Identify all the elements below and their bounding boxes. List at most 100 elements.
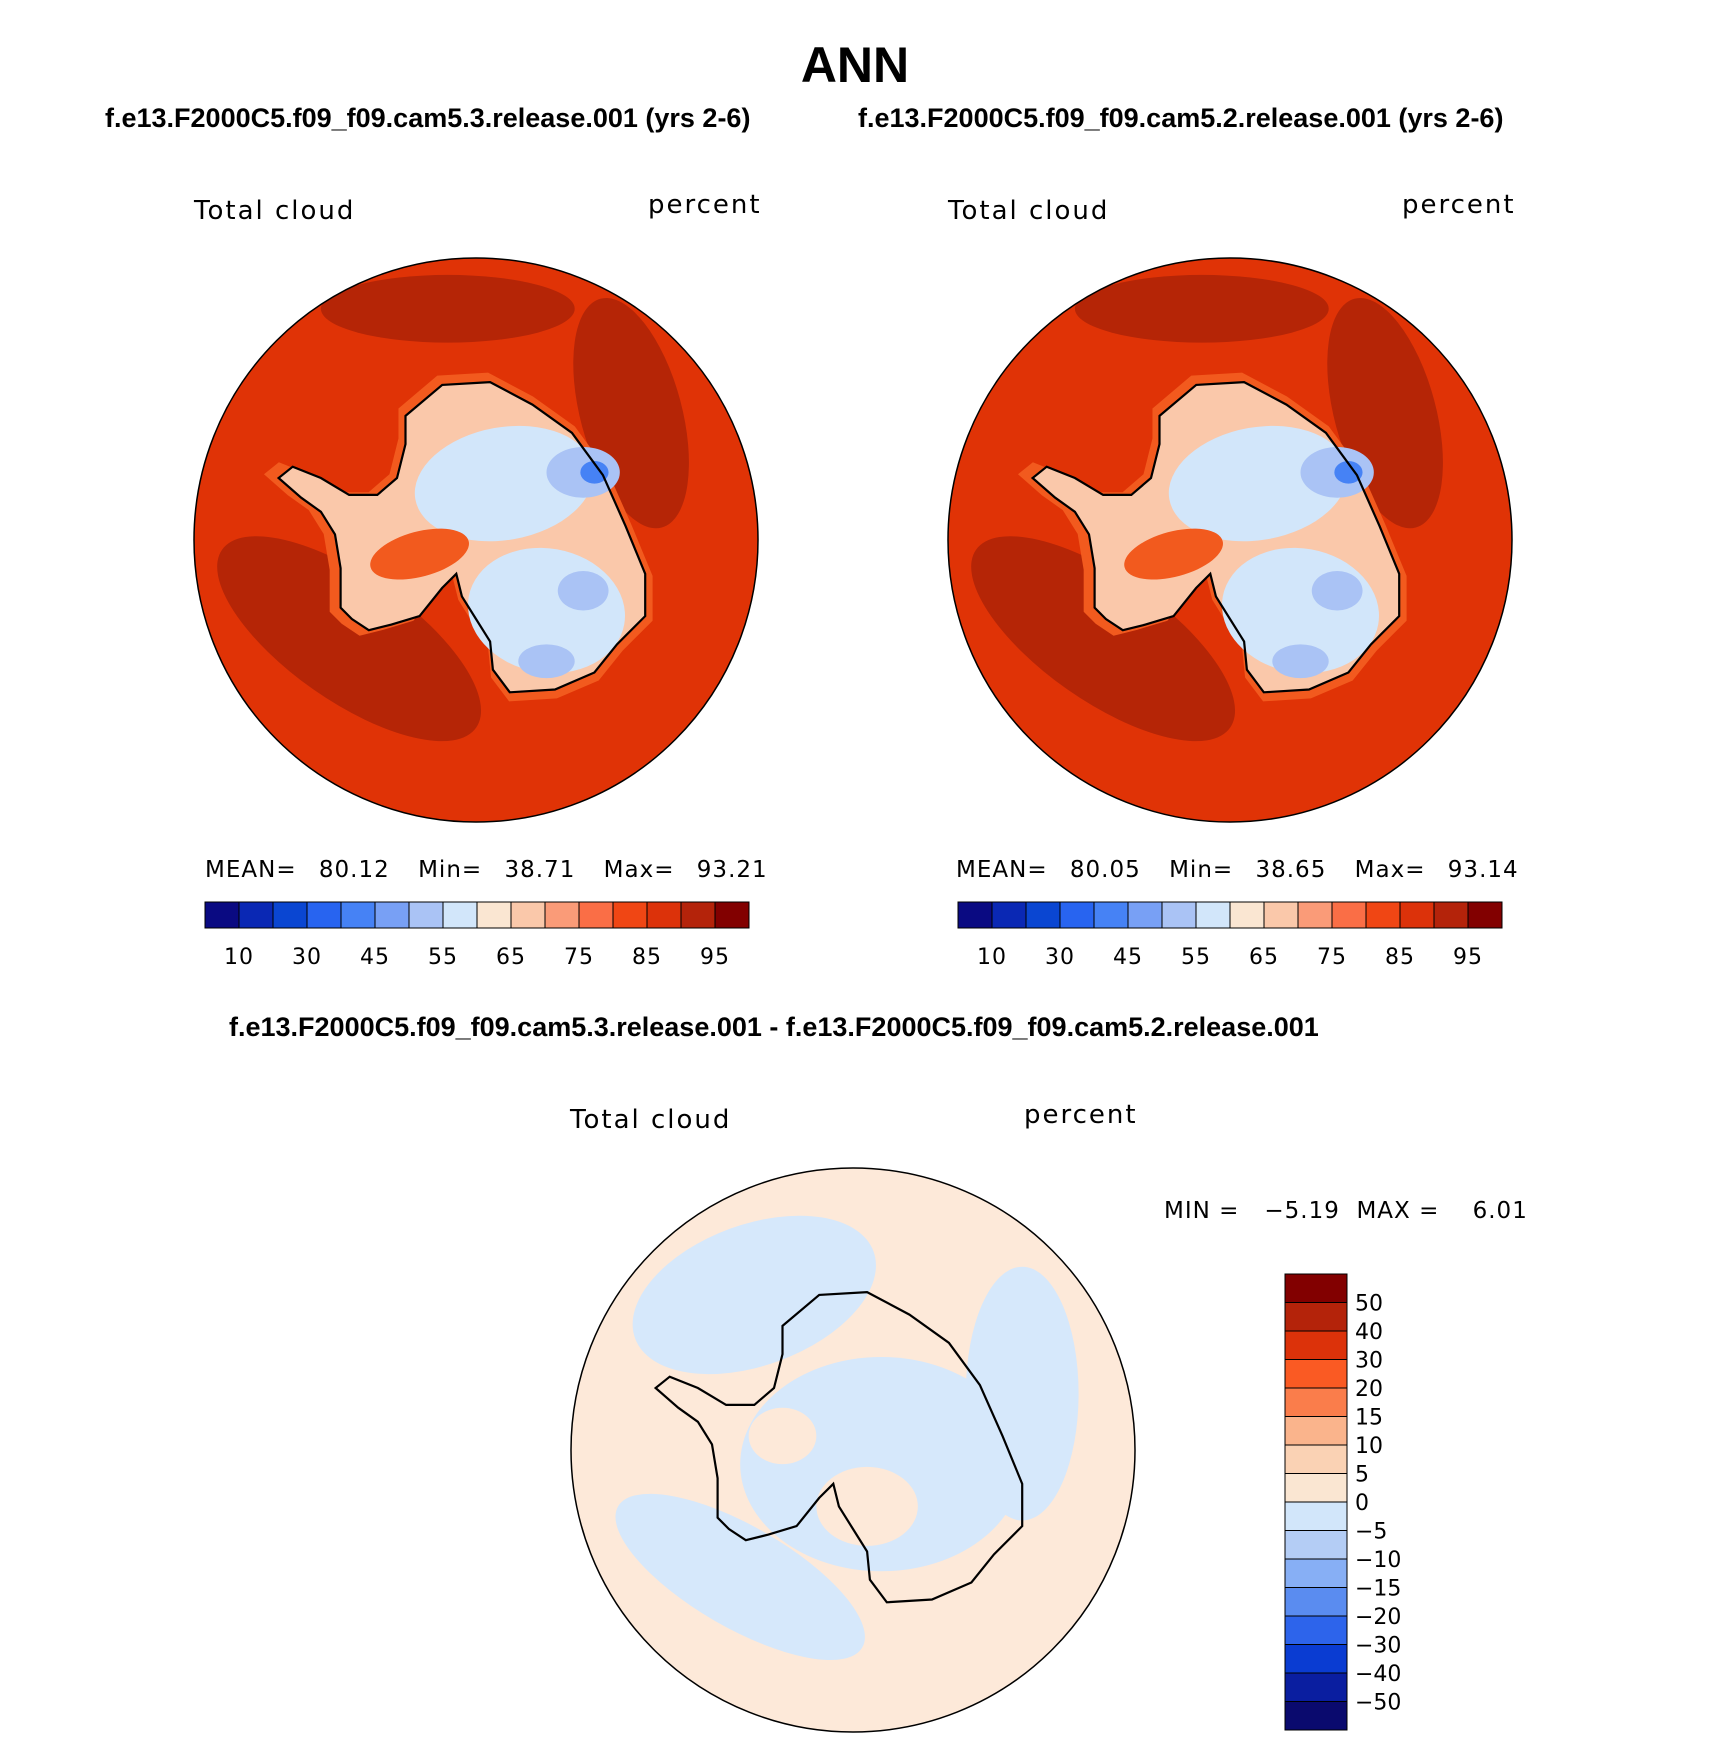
colorbar-box <box>1284 1644 1348 1674</box>
antarctica-coastline <box>1030 380 1401 694</box>
colorbar-box <box>1284 1587 1348 1617</box>
colorbar-tick-label: 55 <box>428 945 458 970</box>
colorbar-tick-label: 45 <box>360 945 390 970</box>
high-cloud-band <box>1074 274 1329 343</box>
colorbar-tick-label: 0 <box>1355 1491 1369 1516</box>
colorbar-box <box>1284 1273 1348 1303</box>
colorbar-tick-label: −5 <box>1355 1520 1387 1545</box>
colorbar-box <box>1127 901 1163 929</box>
colorbar-box <box>1284 1501 1348 1531</box>
colorbar-box <box>1284 1473 1348 1503</box>
colorbar-box <box>1284 1387 1348 1417</box>
colorbar-tick-label: 45 <box>1113 945 1143 970</box>
control-min-value: 38.65 <box>1255 857 1327 883</box>
colorbar-box <box>476 901 512 929</box>
control-units-label: percent <box>1402 190 1516 220</box>
low-cloud-region <box>414 425 594 542</box>
case-mean-label: MEAN= <box>205 857 297 883</box>
polar-map-2 <box>947 257 1513 823</box>
min-cloud-spot <box>1334 461 1363 484</box>
colorbar-box <box>544 901 580 929</box>
case-max-label: Max= <box>603 857 675 883</box>
colorbar-tick-label: 15 <box>1355 1406 1383 1431</box>
case-field-label: Total cloud <box>194 196 356 226</box>
colorbar-box <box>1284 1701 1348 1731</box>
map-border <box>947 257 1513 823</box>
colorbar-box <box>374 901 410 929</box>
colorbar-box <box>612 901 648 929</box>
colorbar-box <box>1161 901 1197 929</box>
colorbar-tick-label: 10 <box>1355 1434 1383 1459</box>
high-cloud-band <box>971 536 1236 742</box>
colorbar-tick-label: 30 <box>292 945 322 970</box>
control-stats: MEAN= 80.05 Min= 38.65 Max= 93.14 <box>956 857 1519 883</box>
colorbar-box <box>272 901 308 929</box>
colorbar-box <box>306 901 342 929</box>
colorbar-box <box>1263 901 1299 929</box>
polar-map-3 <box>570 1167 1136 1733</box>
positive-diff-region <box>816 1466 918 1546</box>
polar-map-1 <box>193 257 759 823</box>
colorbar-tick-label: −40 <box>1355 1662 1401 1687</box>
colorbar-tick-label: 10 <box>224 945 254 970</box>
control-min-label: Min= <box>1169 857 1234 883</box>
colorbar-tick-label: 30 <box>1355 1349 1383 1374</box>
colorbar-tick-label: 65 <box>1249 945 1279 970</box>
negative-diff-region <box>632 1215 876 1375</box>
low-cloud-region <box>518 644 575 679</box>
colorbar-box <box>578 901 614 929</box>
colorbar-tick-label: 65 <box>496 945 526 970</box>
high-cloud-region <box>1124 528 1223 580</box>
colorbar-box <box>1365 901 1401 929</box>
case-units-label: percent <box>648 190 762 220</box>
colorbar-box <box>1093 901 1129 929</box>
diff-minmax: MIN = −5.19 MAX = 6.01 <box>1164 1198 1528 1224</box>
colorbar-box <box>1467 901 1503 929</box>
case-min-value: 38.71 <box>504 857 576 883</box>
case-mean-value: 80.12 <box>318 857 390 883</box>
colorbar-box <box>714 901 750 929</box>
colorbar-tick-label: 85 <box>1385 945 1415 970</box>
colorbar-tick-label: 30 <box>1045 945 1075 970</box>
colorbar-tick-label: −20 <box>1355 1605 1401 1630</box>
diff-field-label: Total cloud <box>570 1105 732 1135</box>
case-stats: MEAN= 80.12 Min= 38.71 Max= 93.21 <box>205 857 768 883</box>
case-max-value: 93.21 <box>696 857 768 883</box>
case-min-label: Min= <box>418 857 483 883</box>
high-cloud-band <box>320 274 575 343</box>
colorbar-tick-label: 55 <box>1181 945 1211 970</box>
colorbar-box <box>340 901 376 929</box>
colorbar-box <box>646 901 682 929</box>
colorbar-tick-label: 95 <box>1453 945 1483 970</box>
colorbar-tick-label: −30 <box>1355 1634 1401 1659</box>
colorbar-box <box>957 901 993 929</box>
colorbar-box <box>510 901 546 929</box>
colorbar-box <box>1297 901 1333 929</box>
colorbar-box <box>680 901 716 929</box>
map-border <box>570 1167 1136 1733</box>
colorbar-1: 10 30 45 55 65 75 85 95 <box>204 901 750 970</box>
colorbar-box <box>1399 901 1435 929</box>
control-mean-value: 80.05 <box>1069 857 1141 883</box>
high-cloud-region <box>370 528 469 580</box>
map-field-3 <box>571 1168 1135 1732</box>
colorbar-box <box>1284 1330 1348 1360</box>
low-cloud-region <box>1168 425 1348 542</box>
map-field-1 <box>194 258 758 822</box>
low-cloud-region <box>1311 571 1363 611</box>
colorbar-tick-label: 40 <box>1355 1320 1383 1345</box>
positive-diff-region <box>748 1407 817 1465</box>
colorbar-box <box>1284 1302 1348 1332</box>
colorbar-box <box>1229 901 1265 929</box>
colorbar-box <box>1284 1558 1348 1588</box>
antarctica-coastline <box>276 380 647 694</box>
low-cloud-region <box>1272 644 1329 679</box>
control-header: f.e13.F2000C5.f09_f09.cam5.2.release.001… <box>858 103 1504 133</box>
colorbar-tick-label: 5 <box>1355 1463 1369 1488</box>
colorbar-box <box>238 901 274 929</box>
control-max-label: Max= <box>1354 857 1426 883</box>
negative-diff-region <box>615 1493 865 1660</box>
colorbar-box <box>408 901 444 929</box>
colorbar-tick-label: −10 <box>1355 1548 1401 1573</box>
